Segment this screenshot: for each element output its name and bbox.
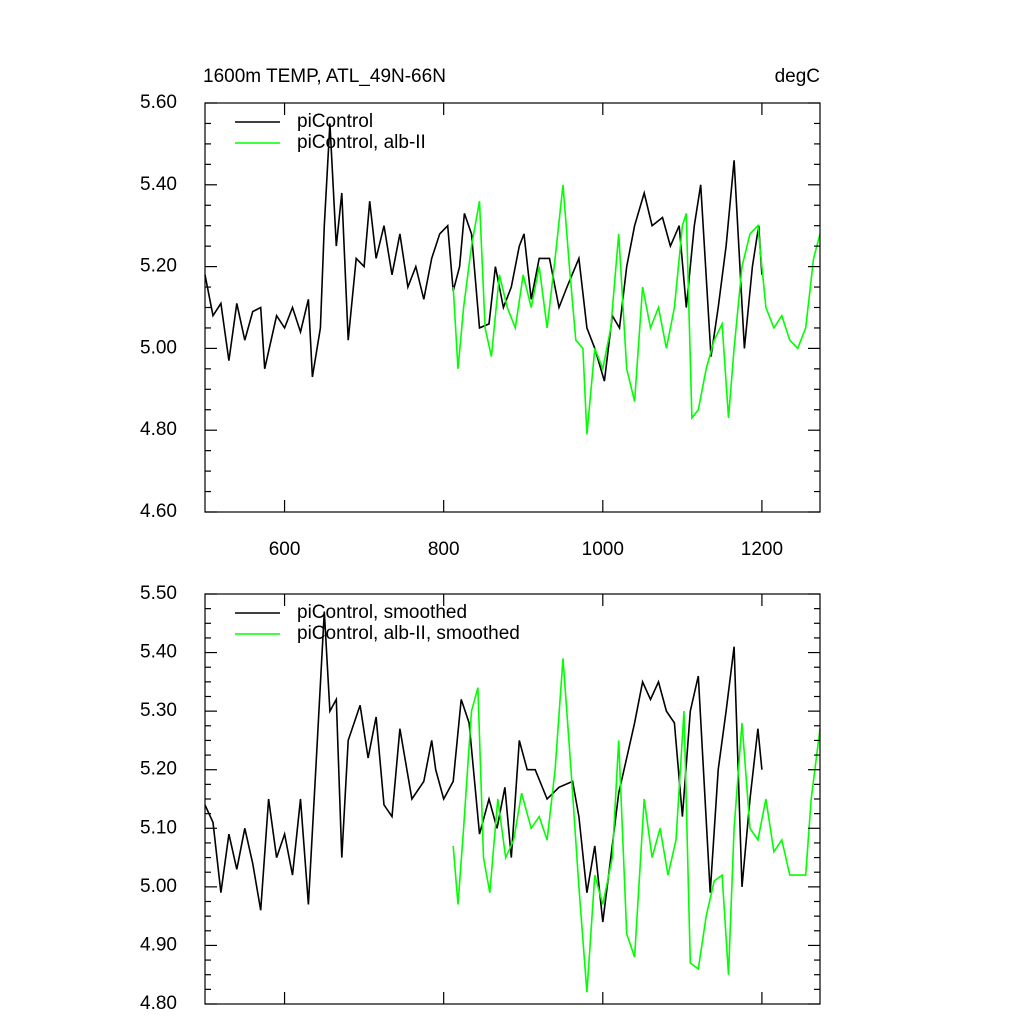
y-tick-label: 5.00 [140, 337, 177, 358]
y-tick-label: 4.60 [140, 501, 177, 522]
units-label: degC [775, 66, 820, 87]
x-tick-label: 800 [428, 539, 460, 560]
y-tick-label: 5.10 [140, 817, 177, 838]
y-tick-label: 4.80 [140, 993, 177, 1014]
y-tick-label: 5.60 [140, 92, 177, 113]
x-tick-label: 1000 [582, 539, 624, 560]
y-tick-label: 4.90 [140, 934, 177, 955]
series-line [452, 184, 821, 435]
series-line [452, 658, 821, 993]
series-line [204, 611, 763, 923]
x-tick-label: 1200 [741, 539, 783, 560]
y-tick-label: 5.30 [140, 700, 177, 721]
y-tick-label: 5.20 [140, 256, 177, 277]
y-tick-label: 4.80 [140, 419, 177, 440]
series-line [204, 123, 763, 382]
chart-title: 1600m TEMP, ATL_49N-66N [203, 66, 446, 87]
legend-label: piControl, alb-II [297, 132, 426, 153]
legend-label: piControl, alb-II, smoothed [297, 623, 520, 644]
plot-frame [204, 102, 821, 513]
plot-frame [204, 593, 821, 1005]
x-tick-label: 600 [269, 539, 301, 560]
y-tick-label: 5.20 [140, 759, 177, 780]
y-tick-label: 5.40 [140, 174, 177, 195]
legend-label: piControl [297, 111, 373, 132]
y-tick-label: 5.40 [140, 642, 177, 663]
y-tick-label: 5.00 [140, 876, 177, 897]
legend-label: piControl, smoothed [297, 602, 467, 623]
y-tick-label: 5.50 [140, 583, 177, 604]
